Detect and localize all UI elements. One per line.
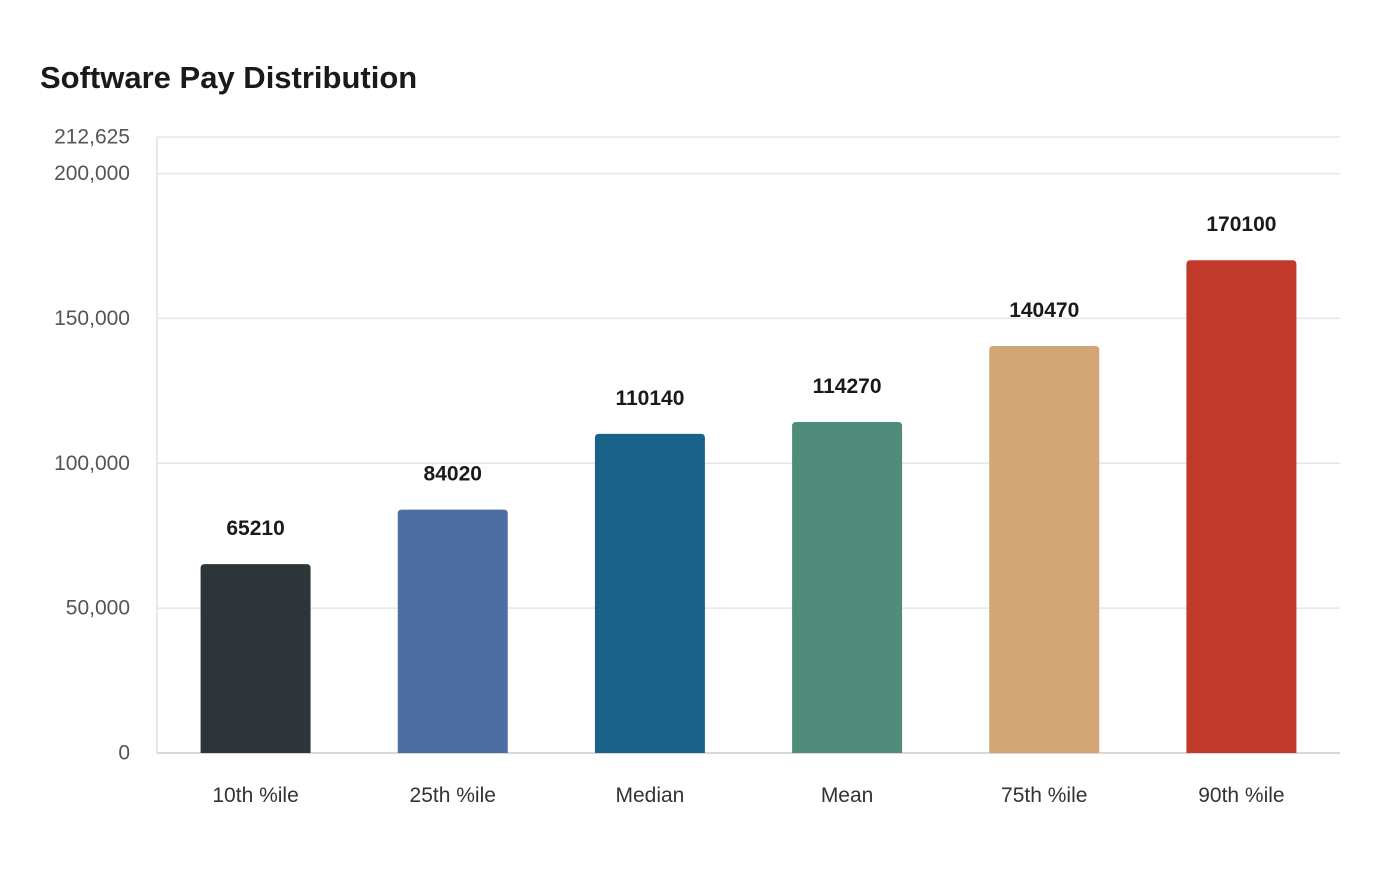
bar (989, 346, 1100, 753)
bar-value-label: 140470 (1009, 299, 1079, 322)
y-tick-label: 50,000 (66, 597, 130, 620)
x-tick-label: Mean (821, 784, 874, 807)
chart-title: Software Pay Distribution (40, 60, 418, 95)
bar-value-label: 114270 (813, 375, 882, 398)
bar-value-label: 65210 (226, 517, 284, 540)
bar (1186, 260, 1297, 753)
bar-value-label: 110140 (615, 387, 684, 410)
y-tick-label: 212,625 (54, 126, 130, 149)
y-tick-label: 200,000 (54, 162, 130, 185)
bar (397, 509, 508, 753)
bar-value-label: 84020 (424, 463, 482, 486)
y-tick-label: 100,000 (54, 452, 130, 475)
bar (200, 564, 311, 753)
x-tick-label: 25th %ile (410, 784, 496, 807)
gridlines (157, 136, 1340, 609)
y-tick-label: 150,000 (54, 307, 130, 330)
y-tick-label: 0 (118, 742, 130, 765)
x-tick-label: 75th %ile (1001, 784, 1087, 807)
bar (594, 433, 705, 753)
bar-value-label: 170100 (1206, 213, 1276, 236)
labels: 65210 10th %ile 84020 25th %ile 110140 Median… (212, 213, 1284, 807)
x-tick-label: Median (615, 784, 684, 807)
bars (200, 260, 1297, 753)
axes: 0 50,000 100,000 150,000 200,000 212,625 (54, 126, 1340, 765)
bar (792, 421, 903, 753)
x-tick-label: 90th %ile (1198, 784, 1284, 807)
x-tick-label: 10th %ile (212, 784, 298, 807)
